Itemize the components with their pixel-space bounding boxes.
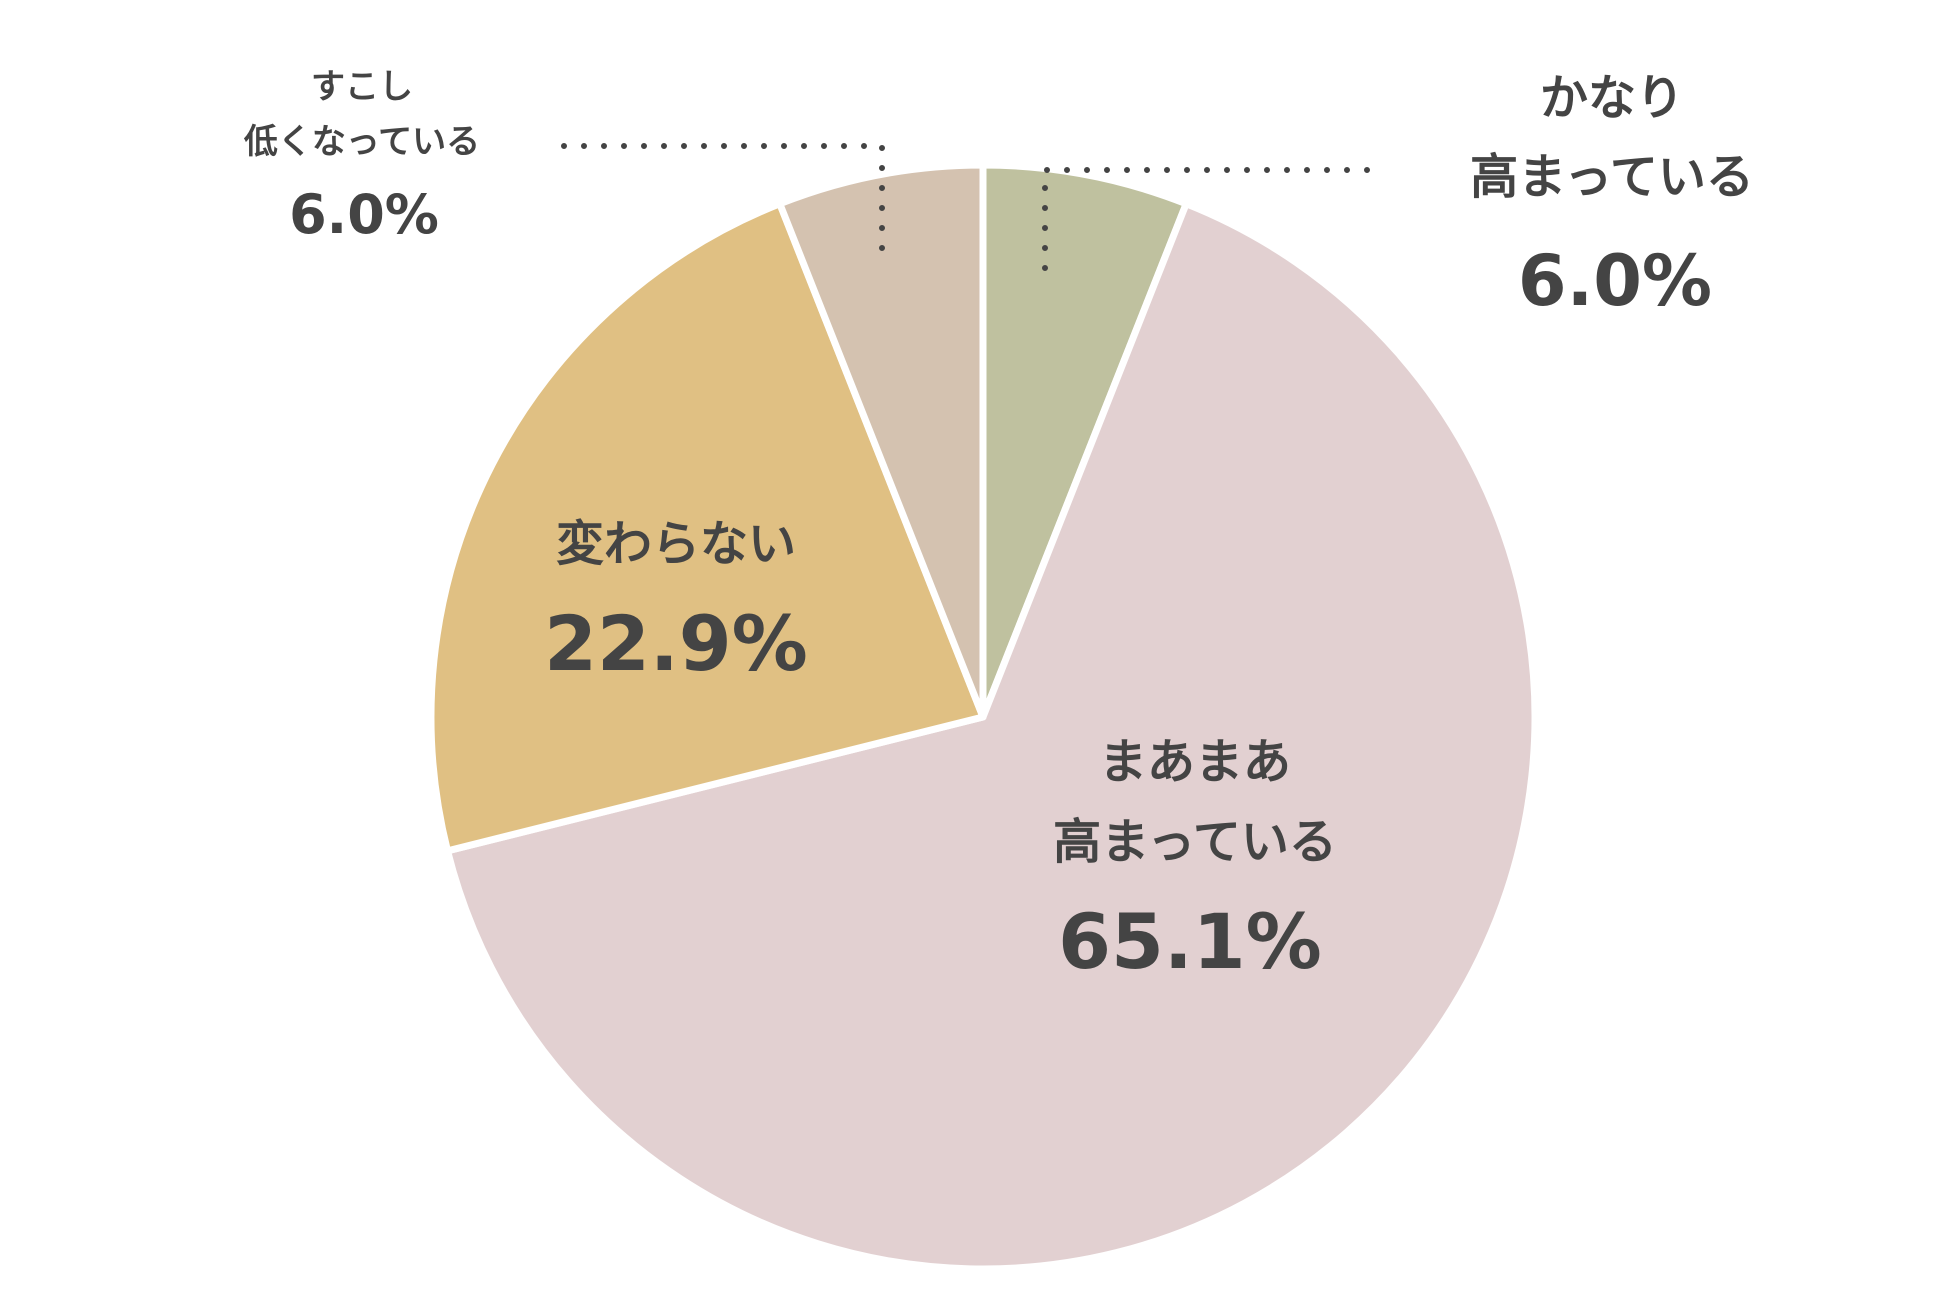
pie-slices — [427, 161, 1539, 1273]
leader-line-kanari — [1042, 167, 1381, 271]
label-maamaa-line1: まあまあ — [1099, 734, 1291, 790]
slice-sukoshi — [776, 161, 987, 721]
slice-labels: かなり 高まっている 6.0% まあまあ 高まっている 65.1% 変わらない … — [244, 67, 1754, 986]
slice-kanari — [979, 161, 1190, 721]
leader-line-sukoshi — [552, 143, 885, 251]
label-sukoshi-line2: 低くなっている — [244, 122, 480, 162]
label-kanari-line1: かなり — [1540, 70, 1684, 126]
leader-lines — [552, 143, 1381, 271]
value-sukoshi: 6.0% — [289, 183, 439, 246]
label-maamaa-line2: 高まっている — [1053, 814, 1337, 870]
label-kanari-line2: 高まっている — [1470, 149, 1754, 205]
slice-maamaa — [443, 200, 1539, 1273]
value-kawaranai: 22.9% — [544, 599, 808, 688]
value-maamaa: 65.1% — [1058, 897, 1322, 986]
slice-kawaranai — [427, 200, 987, 855]
value-kanari: 6.0% — [1518, 240, 1712, 322]
label-sukoshi-line1: すこし — [311, 67, 413, 107]
label-kawaranai: 変わらない — [556, 516, 796, 572]
